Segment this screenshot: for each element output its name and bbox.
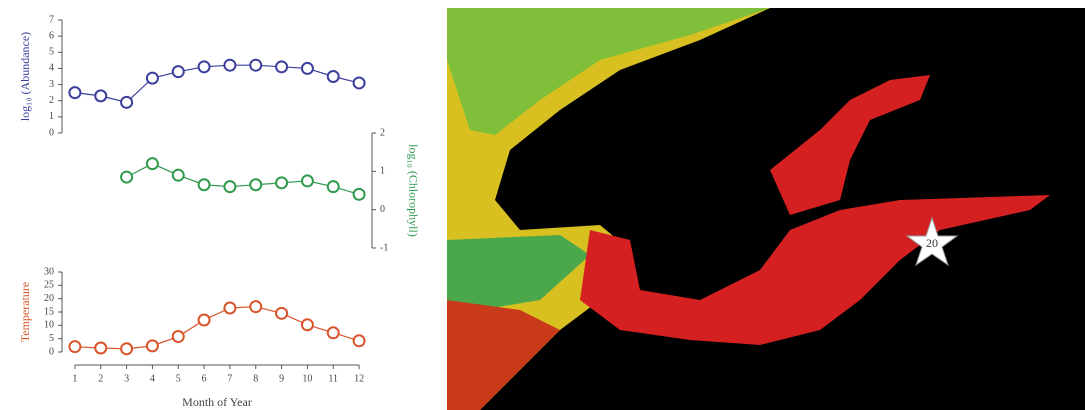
data-point: [197, 60, 211, 74]
data-point: [326, 70, 340, 83]
data-point: [171, 330, 185, 344]
data-point: [249, 300, 263, 314]
x-tick-label: 10: [302, 373, 312, 384]
x-tick-label: 1: [72, 373, 77, 384]
data-point: [68, 340, 82, 354]
station-label: 20: [926, 236, 938, 250]
data-point: [326, 180, 340, 194]
data-point: [145, 157, 159, 171]
y-tick-label: 7: [49, 14, 54, 25]
data-point: [171, 168, 185, 182]
x-tick-label: 8: [253, 373, 258, 384]
y-axis-label: Temperature: [18, 282, 32, 342]
y-tick-label: 5: [49, 333, 54, 344]
data-line: [126, 163, 360, 195]
data-point: [326, 326, 340, 340]
data-point: [352, 187, 366, 201]
data-point: [223, 180, 237, 194]
data-point: [145, 71, 159, 85]
data-point: [145, 339, 159, 353]
data-point: [352, 334, 366, 348]
data-point: [249, 58, 263, 72]
y-tick-label: 15: [44, 306, 54, 317]
y-axis-label: log₁₀ (Abundance): [18, 32, 32, 121]
y-tick-label: 10: [44, 320, 54, 331]
x-tick-label: 12: [354, 373, 364, 384]
y-tick-label: 0: [380, 204, 385, 215]
x-tick-label: 9: [279, 373, 284, 384]
sea-deep: [447, 235, 590, 310]
data-point: [223, 301, 237, 315]
data-point: [275, 306, 289, 320]
x-tick-label: 11: [328, 373, 338, 384]
data-point: [300, 61, 314, 75]
data-point: [275, 176, 289, 190]
x-tick-label: 3: [124, 373, 129, 384]
data-line: [74, 306, 360, 350]
x-tick-label: 6: [202, 373, 207, 384]
x-tick-label: 2: [98, 373, 103, 384]
y-tick-label: -1: [380, 242, 388, 253]
x-tick-label: 5: [176, 373, 181, 384]
y-tick-label: 1: [380, 166, 385, 177]
data-point: [120, 170, 134, 184]
y-tick-label: 4: [49, 63, 54, 74]
data-point: [352, 76, 366, 90]
data-point: [120, 342, 134, 356]
data-point: [171, 65, 185, 79]
y-tick-label: 20: [44, 293, 54, 304]
y-tick-label: 1: [49, 111, 54, 122]
y-tick-label: 30: [44, 266, 54, 277]
x-tick-label: 4: [150, 373, 155, 384]
y-tick-label: 6: [49, 30, 54, 41]
data-point: [197, 178, 211, 192]
data-point: [249, 178, 263, 192]
x-axis-label: Month of Year: [182, 395, 252, 409]
data-line: [74, 64, 360, 103]
data-point: [300, 318, 314, 332]
y-tick-label: 2: [380, 127, 385, 138]
sea-coastal: [447, 300, 560, 410]
gulf-of-bothnia: [770, 75, 930, 215]
data-point: [275, 60, 289, 74]
y-tick-label: 2: [49, 95, 54, 106]
data-point: [94, 89, 108, 103]
data-point: [68, 86, 82, 100]
y-tick-label: 5: [49, 47, 54, 58]
y-tick-label: 0: [49, 346, 54, 357]
y-axis-label: log₁₀ (Chlorophyll): [406, 144, 420, 237]
data-point: [197, 313, 211, 327]
data-point: [300, 174, 314, 188]
station-star: [905, 216, 959, 267]
data-point: [223, 58, 237, 72]
x-tick-label: 7: [227, 373, 232, 384]
y-tick-label: 25: [44, 280, 54, 291]
y-tick-label: 3: [49, 79, 54, 90]
sea-deep: [447, 8, 770, 135]
data-point: [120, 95, 134, 109]
y-tick-label: 0: [49, 127, 54, 138]
data-point: [94, 341, 108, 355]
map: 20: [447, 8, 1085, 410]
